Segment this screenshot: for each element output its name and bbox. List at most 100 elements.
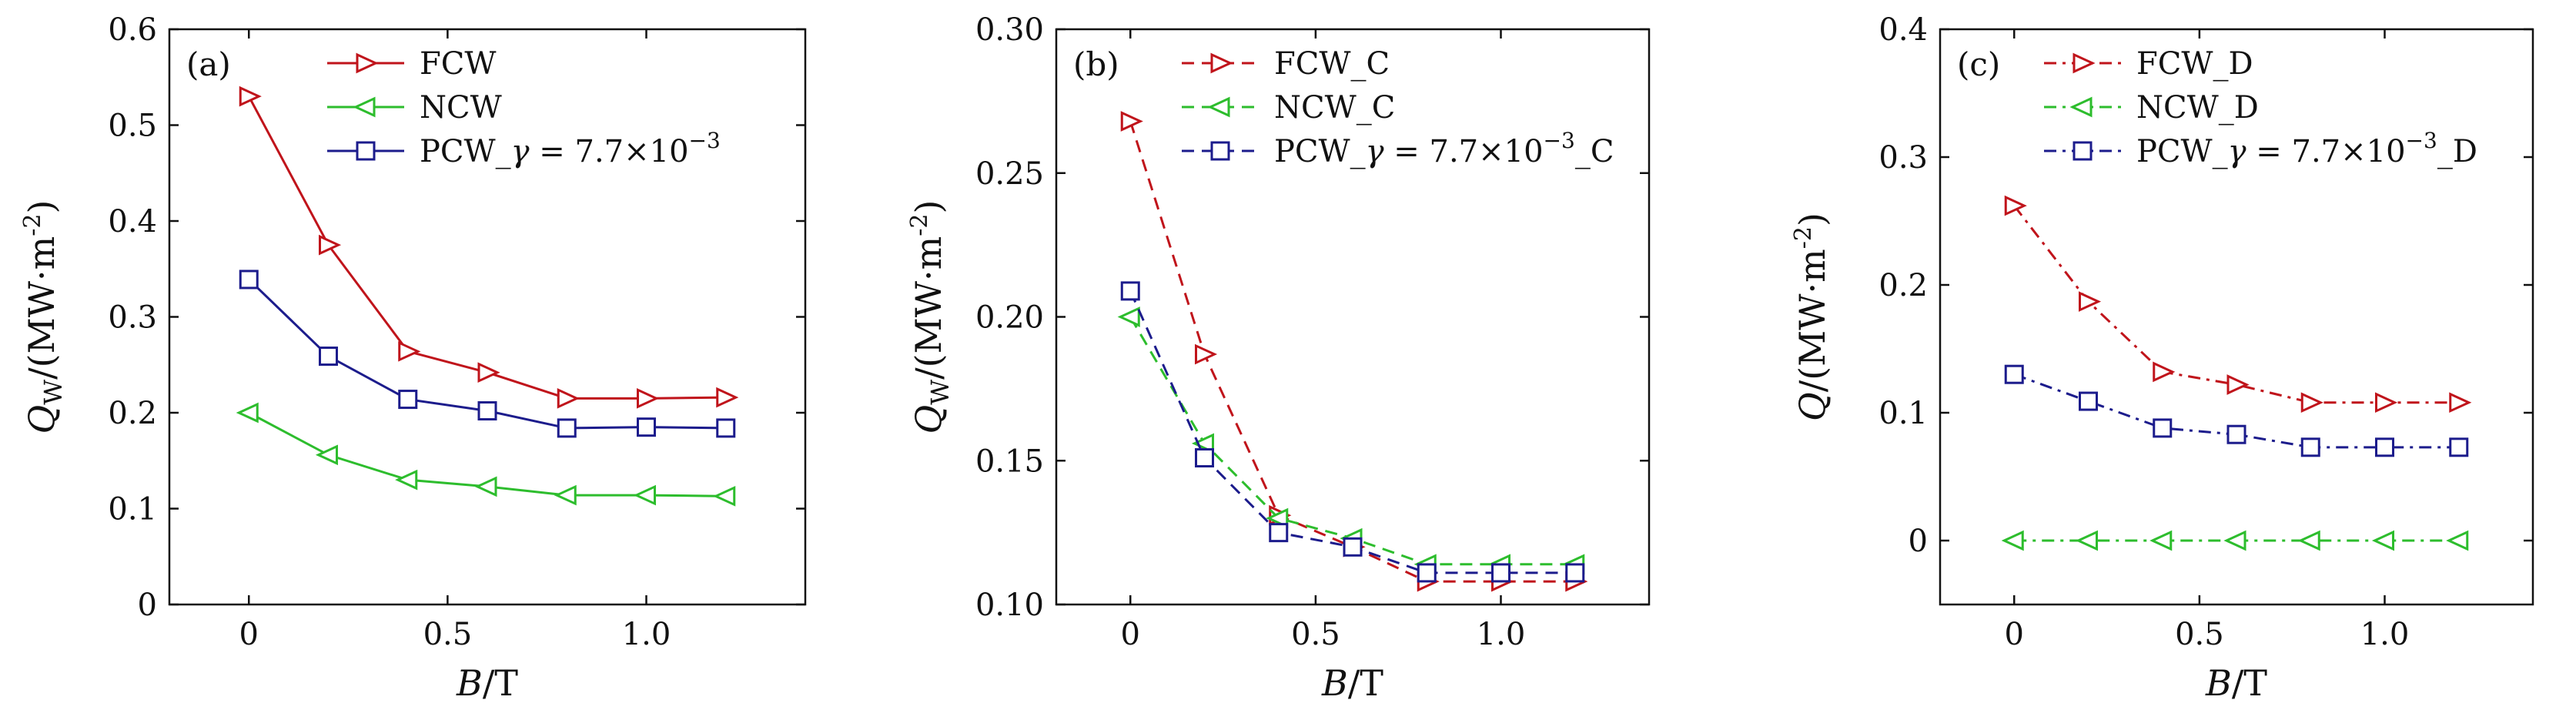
legend-label: NCW xyxy=(420,90,502,126)
panel-tag: (a) xyxy=(186,45,231,83)
y-tick-label: 0 xyxy=(1909,524,1928,559)
panel-b: 0 0.5 1.0 0.10 0.15 0.20 0.25 0.30 B/T QW/(MW·m-2… xyxy=(906,12,1651,704)
legend-marker xyxy=(356,141,376,161)
legend-label: PCW_γ = 7.7×10−3 xyxy=(420,128,721,169)
legend-label: FCW_D xyxy=(2136,46,2253,82)
legend-marker xyxy=(1210,141,1230,161)
legend-entry: NCW_C xyxy=(1182,90,1395,126)
data-point xyxy=(1565,563,1585,583)
data-point xyxy=(2375,392,2398,414)
x-tick-label: 0.5 xyxy=(2175,617,2224,652)
data-point xyxy=(2004,364,2024,384)
data-point xyxy=(2226,374,2250,395)
legend-marker xyxy=(1210,52,1233,74)
data-point xyxy=(2300,392,2323,414)
data-point xyxy=(637,387,660,409)
data-point xyxy=(1491,563,1510,583)
panel-tag: (b) xyxy=(1073,45,1119,83)
y-tick-label: 0.25 xyxy=(975,156,1044,192)
y-tick-label: 0.1 xyxy=(108,492,157,527)
data-point xyxy=(2300,437,2320,457)
y-tick-label: 0 xyxy=(138,588,157,623)
y-tick-label: 0.2 xyxy=(1878,268,1928,303)
x-axis-label: B/T xyxy=(456,662,518,704)
legend-entry: NCW xyxy=(327,90,502,126)
data-point xyxy=(716,418,736,438)
data-point xyxy=(2449,437,2469,457)
data-point xyxy=(474,476,497,497)
x-axis-label: B/T xyxy=(2205,662,2267,704)
panel-c: 0 0.5 1.0 0 0.1 0.2 0.3 0.4 B/T Q/(MW·m-2) (c) FCW_… xyxy=(1790,12,2534,704)
legend-label: FCW_C xyxy=(1274,46,1390,82)
series-pcw xyxy=(2004,364,2469,457)
data-point xyxy=(1117,306,1140,327)
legend-entry: FCW xyxy=(327,46,496,82)
legend-marker xyxy=(2073,141,2093,161)
data-point xyxy=(2149,530,2173,551)
x-tick-label: 0 xyxy=(1121,617,1140,652)
y-tick-label: 0.30 xyxy=(975,12,1044,48)
x-axis-label: B/T xyxy=(1321,662,1383,704)
x-tick-label: 0.5 xyxy=(1291,617,1340,652)
data-point xyxy=(2226,424,2246,444)
data-point xyxy=(2153,418,2173,438)
data-point xyxy=(236,402,259,424)
series-pcw xyxy=(1120,281,1585,583)
data-point xyxy=(1191,433,1214,454)
series-fcw xyxy=(1120,111,1588,592)
series-ncw xyxy=(236,402,736,507)
data-point xyxy=(1417,563,1437,583)
data-point xyxy=(239,270,259,290)
series-ncw xyxy=(2001,530,2469,551)
panel-a: 0 0.5 1.0 0 0.1 0.2 0.3 0.4 0.5 0.6 B/T QW/(MW·m-2)… xyxy=(19,12,807,704)
panel-tag: (c) xyxy=(1957,45,2000,83)
data-point xyxy=(2075,530,2098,551)
data-point xyxy=(1120,281,1140,301)
data-point xyxy=(2375,437,2394,457)
y-tick-label: 0.2 xyxy=(108,396,157,431)
y-tick-label: 0.20 xyxy=(975,300,1044,336)
data-point xyxy=(398,340,421,362)
legend-entry: PCW_γ = 7.7×10−3 xyxy=(327,128,721,169)
legend-label: FCW xyxy=(420,46,496,82)
y-tick-label: 0.6 xyxy=(108,12,157,48)
y-tick-label: 0.5 xyxy=(108,109,157,144)
data-point xyxy=(1195,448,1214,468)
x-tick-label: 0 xyxy=(239,617,259,652)
legend-entry: PCW_γ = 7.7×10−3_D xyxy=(2044,128,2477,169)
data-point xyxy=(239,85,262,107)
data-point xyxy=(395,469,418,491)
data-point xyxy=(2004,195,2027,216)
x-tick-label: 1.0 xyxy=(1477,617,1526,652)
series-pcw xyxy=(239,270,736,438)
data-point xyxy=(2153,361,2176,383)
legend-label: PCW_γ = 7.7×10−3_C xyxy=(1274,128,1614,169)
y-tick-label: 0.4 xyxy=(1878,12,1928,48)
data-point xyxy=(2001,530,2024,551)
y-axis-label: Q/(MW·m-2) xyxy=(1790,213,1833,421)
data-point xyxy=(477,401,497,421)
legend-marker xyxy=(2069,96,2093,118)
legend-marker xyxy=(1207,96,1230,118)
data-point xyxy=(398,390,418,410)
legend-marker xyxy=(356,52,379,74)
x-tick-label: 1.0 xyxy=(2360,617,2410,652)
data-point xyxy=(554,484,577,506)
data-point xyxy=(315,444,338,466)
y-tick-label: 0.3 xyxy=(1878,140,1928,176)
legend-label: NCW_C xyxy=(1274,90,1395,126)
data-point xyxy=(1269,523,1289,543)
data-point xyxy=(1195,343,1218,365)
data-point xyxy=(2079,291,2102,312)
y-tick-label: 0.15 xyxy=(975,444,1044,479)
legend-label: NCW_D xyxy=(2136,90,2259,126)
series-fcw xyxy=(2004,195,2472,414)
legend-marker xyxy=(353,96,376,118)
data-point xyxy=(1343,537,1363,557)
data-point xyxy=(2079,391,2098,411)
series-ncw xyxy=(1117,306,1585,575)
x-tick-label: 0 xyxy=(2005,617,2024,652)
data-point xyxy=(557,418,577,438)
data-point xyxy=(2223,530,2246,551)
